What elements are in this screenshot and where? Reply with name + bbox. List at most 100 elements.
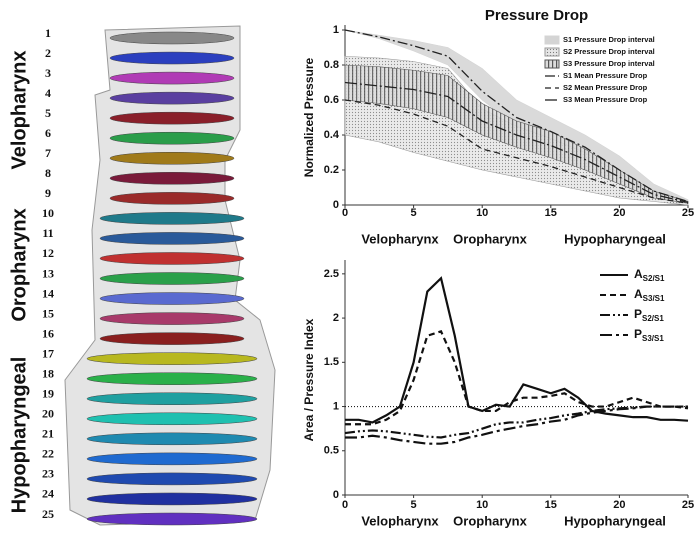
slice-number: 13 xyxy=(42,266,54,280)
slice xyxy=(99,252,245,265)
slice xyxy=(109,192,235,205)
x-tick-label: 20 xyxy=(613,207,625,219)
slice xyxy=(109,111,235,125)
slice-number: 3 xyxy=(45,66,51,80)
slice xyxy=(99,232,245,245)
series-line xyxy=(344,405,688,439)
x-tick-label: 25 xyxy=(682,207,694,219)
slice-number: 1 xyxy=(45,26,51,40)
legend-label: S3 Mean Pressure Drop xyxy=(563,95,648,104)
legend-swatch xyxy=(544,59,560,69)
series-line xyxy=(344,81,689,204)
slice xyxy=(86,432,258,446)
slice-number: 22 xyxy=(42,447,54,461)
legend-label: S1 Mean Pressure Drop xyxy=(563,71,648,80)
x-region-label: Oropharynx xyxy=(453,513,527,528)
slice xyxy=(109,91,235,105)
slice xyxy=(99,292,245,305)
series-line xyxy=(345,405,688,445)
legend-subscript: S3/S1 xyxy=(642,334,664,343)
legend-swatch xyxy=(544,35,560,45)
slice-number: 19 xyxy=(42,387,54,401)
y-tick-label: 0.2 xyxy=(324,164,339,176)
legend-swatch xyxy=(544,47,560,57)
x-tick-label: 10 xyxy=(476,499,488,511)
slice-number: 17 xyxy=(42,346,54,360)
slice xyxy=(109,51,235,65)
slice-number: 21 xyxy=(42,427,54,441)
y-tick-label: 0 xyxy=(333,489,339,501)
legend-name: S1 Mean Pressure Drop xyxy=(563,71,648,80)
slice xyxy=(99,272,245,285)
slice xyxy=(86,392,258,405)
legend-subscript: S2/S1 xyxy=(642,314,664,323)
slice xyxy=(86,452,258,466)
slice-number: 18 xyxy=(42,366,54,380)
legend-label: S2 Pressure Drop interval xyxy=(563,47,655,56)
chart-title: Pressure Drop xyxy=(485,7,588,24)
x-tick-label: 15 xyxy=(545,499,557,511)
slice-number: 5 xyxy=(45,106,51,120)
legend-name: S2 Mean Pressure Drop xyxy=(563,83,648,92)
slice xyxy=(109,131,235,145)
x-tick-label: 15 xyxy=(545,207,557,219)
legend-name: A xyxy=(634,287,643,301)
slice xyxy=(99,332,245,345)
slice xyxy=(86,492,258,506)
slice-number: 15 xyxy=(42,306,54,320)
legend-label: S2 Mean Pressure Drop xyxy=(563,83,648,92)
slice xyxy=(86,512,258,526)
slice xyxy=(99,312,245,325)
slice-number: 11 xyxy=(42,226,53,240)
x-tick-label: 25 xyxy=(682,499,694,511)
series-line xyxy=(345,329,689,426)
slice-number: 4 xyxy=(45,86,51,100)
slice-number: 8 xyxy=(45,166,51,180)
x-region-label: Hypopharyngeal xyxy=(564,231,666,246)
x-region-label: Hypopharyngeal xyxy=(564,513,666,528)
x-tick-label: 10 xyxy=(476,207,488,219)
slice-number: 6 xyxy=(45,126,51,140)
legend-subscript: S3/S1 xyxy=(643,294,665,303)
slice xyxy=(109,71,235,85)
legend-subscript: S2/S1 xyxy=(643,274,665,283)
y-axis-label: Area / Pressure Index xyxy=(302,318,316,441)
legend-label: S3 Pressure Drop interval xyxy=(563,59,655,68)
slice xyxy=(86,472,258,486)
legend-label: PS2/S1 xyxy=(634,307,664,323)
y-tick-label: 0 xyxy=(333,199,339,211)
y-tick-label: 0.4 xyxy=(324,129,340,141)
slice-number: 24 xyxy=(42,487,54,501)
slice-number: 20 xyxy=(42,407,54,421)
y-tick-label: 0.8 xyxy=(324,59,339,71)
slice-number: 16 xyxy=(42,326,54,340)
series-line xyxy=(345,276,689,424)
x-region-label: Velopharynx xyxy=(361,231,439,246)
y-tick-label: 1 xyxy=(333,400,339,412)
slice-number: 25 xyxy=(42,507,54,521)
x-tick-label: 0 xyxy=(342,499,348,511)
x-tick-label: 5 xyxy=(411,207,417,219)
slice-number: 9 xyxy=(45,186,51,200)
legend-name: S3 Mean Pressure Drop xyxy=(563,95,648,104)
slice xyxy=(109,31,235,45)
slice xyxy=(99,212,245,225)
x-tick-label: 0 xyxy=(342,207,348,219)
region-label: Hypopharyngeal xyxy=(8,357,30,514)
legend-name: A xyxy=(634,267,643,281)
region-label: Velopharynx xyxy=(8,51,30,170)
x-tick-label: 5 xyxy=(411,499,417,511)
y-tick-label: 1 xyxy=(333,24,339,36)
slice-group xyxy=(86,31,258,526)
x-region-label: Oropharynx xyxy=(453,231,527,246)
legend-label: AS2/S1 xyxy=(634,267,665,283)
slice-number: 14 xyxy=(42,286,54,300)
slice-number: 10 xyxy=(42,206,54,220)
slice-number: 2 xyxy=(45,46,51,60)
slice xyxy=(86,372,258,385)
legend-label: PS3/S1 xyxy=(634,327,664,343)
y-axis-label: Normalized Pressure xyxy=(302,57,316,177)
region-label: Oropharynx xyxy=(8,208,30,321)
legend-label: S1 Pressure Drop interval xyxy=(563,35,655,44)
